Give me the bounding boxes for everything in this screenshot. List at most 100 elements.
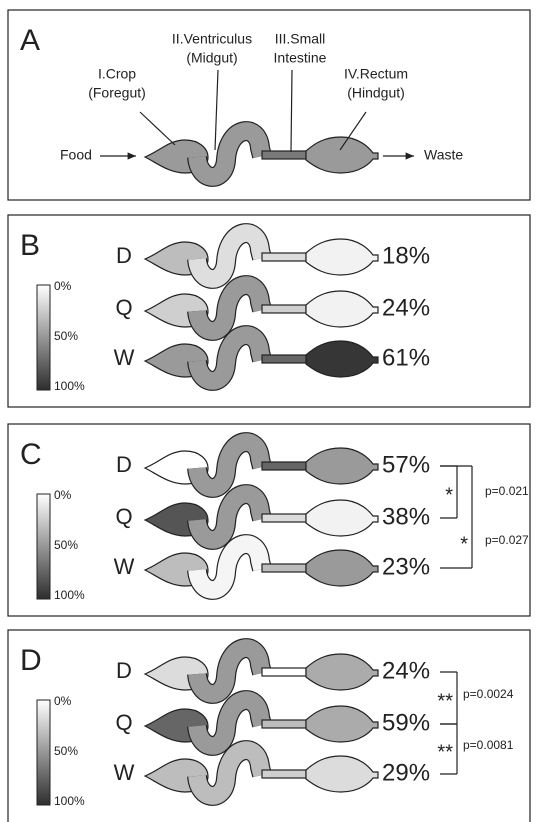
percent: 23% bbox=[382, 553, 430, 580]
rectum bbox=[305, 340, 379, 378]
row-label: W bbox=[114, 345, 135, 370]
gut bbox=[143, 223, 379, 289]
percent: 29% bbox=[382, 759, 430, 786]
panel-letter: A bbox=[20, 24, 40, 57]
percent: 38% bbox=[382, 503, 430, 530]
rectum bbox=[305, 290, 379, 328]
gut bbox=[143, 638, 379, 704]
p-value: p=0.021 bbox=[485, 484, 529, 498]
rectum bbox=[305, 549, 379, 587]
scale-label: 0% bbox=[54, 694, 72, 708]
small-intestine bbox=[261, 719, 307, 729]
rectum bbox=[305, 755, 379, 793]
ventriculus bbox=[188, 691, 271, 755]
small-intestine bbox=[261, 563, 307, 573]
small-intestine bbox=[261, 461, 307, 471]
ventriculus bbox=[188, 741, 271, 805]
leader bbox=[139, 111, 176, 146]
rectum bbox=[305, 653, 379, 691]
p-value: p=0.027 bbox=[485, 533, 529, 547]
row-label: D bbox=[116, 658, 132, 683]
gut bbox=[143, 690, 379, 756]
ventriculus bbox=[188, 122, 271, 186]
scale-label: 50% bbox=[54, 329, 78, 343]
gut bbox=[143, 534, 379, 600]
percent: 24% bbox=[382, 294, 430, 321]
ventriculus bbox=[188, 639, 271, 703]
anatomy-label: I.Crop bbox=[98, 66, 136, 82]
ventriculus bbox=[188, 485, 271, 549]
small-intestine bbox=[261, 252, 307, 262]
anatomy-label: (Hindgut) bbox=[347, 85, 405, 101]
percent: 24% bbox=[382, 657, 430, 684]
row-label: D bbox=[116, 452, 132, 477]
small-intestine bbox=[261, 513, 307, 523]
scale-label: 100% bbox=[54, 379, 85, 393]
small-intestine bbox=[261, 667, 307, 677]
scale-label: 0% bbox=[54, 488, 72, 502]
small-intestine bbox=[261, 354, 307, 364]
anatomy-label: (Midgut) bbox=[186, 50, 237, 66]
scale-label: 50% bbox=[54, 744, 78, 758]
rectum bbox=[305, 447, 379, 485]
row-label: D bbox=[116, 243, 132, 268]
percent: 59% bbox=[382, 709, 430, 736]
anatomy-label: Intestine bbox=[274, 50, 327, 66]
gut bbox=[143, 275, 379, 341]
ventriculus bbox=[188, 276, 271, 340]
panel-b-box bbox=[7, 214, 531, 408]
rectum bbox=[305, 499, 379, 537]
anatomy-label: III.Small bbox=[275, 31, 326, 47]
gut bbox=[143, 432, 379, 498]
gut bbox=[143, 740, 379, 806]
anatomy-label: II.Ventriculus bbox=[172, 31, 252, 47]
scale-label: 0% bbox=[54, 279, 72, 293]
panel-d-box bbox=[7, 629, 531, 822]
output-label: Waste bbox=[424, 147, 463, 163]
row-label: W bbox=[114, 554, 135, 579]
panel-letter: B bbox=[20, 229, 40, 262]
scale-bar bbox=[36, 493, 51, 600]
percent: 61% bbox=[382, 344, 430, 371]
rectum bbox=[305, 136, 379, 174]
panel-c-box bbox=[7, 423, 531, 617]
scale-label: 100% bbox=[54, 794, 85, 808]
ventriculus bbox=[188, 535, 271, 599]
percent: 57% bbox=[382, 451, 430, 478]
panel-a-box bbox=[7, 9, 531, 201]
p-value: p=0.0081 bbox=[463, 738, 514, 752]
anatomy-label: (Foregut) bbox=[88, 85, 146, 101]
row-label: W bbox=[114, 760, 135, 785]
rectum bbox=[305, 238, 379, 276]
ventriculus bbox=[188, 224, 271, 288]
small-intestine bbox=[261, 304, 307, 314]
small-intestine bbox=[261, 150, 307, 160]
percent: 18% bbox=[382, 242, 430, 269]
panel-letter: D bbox=[20, 644, 42, 677]
panel-letter: C bbox=[20, 438, 42, 471]
row-label: Q bbox=[115, 710, 132, 735]
scale-bar bbox=[36, 284, 51, 391]
row-label: Q bbox=[115, 295, 132, 320]
significance: ** bbox=[437, 690, 453, 712]
p-value: p=0.0024 bbox=[463, 687, 514, 701]
small-intestine bbox=[261, 769, 307, 779]
significance: * bbox=[460, 533, 468, 555]
ventriculus bbox=[188, 433, 271, 497]
significance: * bbox=[445, 484, 453, 506]
gut bbox=[143, 484, 379, 550]
ventriculus bbox=[188, 326, 271, 390]
significance: ** bbox=[437, 741, 453, 763]
scale-label: 50% bbox=[54, 538, 78, 552]
leader bbox=[339, 111, 367, 151]
scale-label: 100% bbox=[54, 588, 85, 602]
rectum bbox=[305, 705, 379, 743]
scale-bar bbox=[36, 699, 51, 806]
gut bbox=[143, 325, 379, 391]
input-label: Food bbox=[60, 147, 92, 163]
row-label: Q bbox=[115, 504, 132, 529]
gut bbox=[143, 121, 379, 187]
leader bbox=[214, 69, 219, 151]
